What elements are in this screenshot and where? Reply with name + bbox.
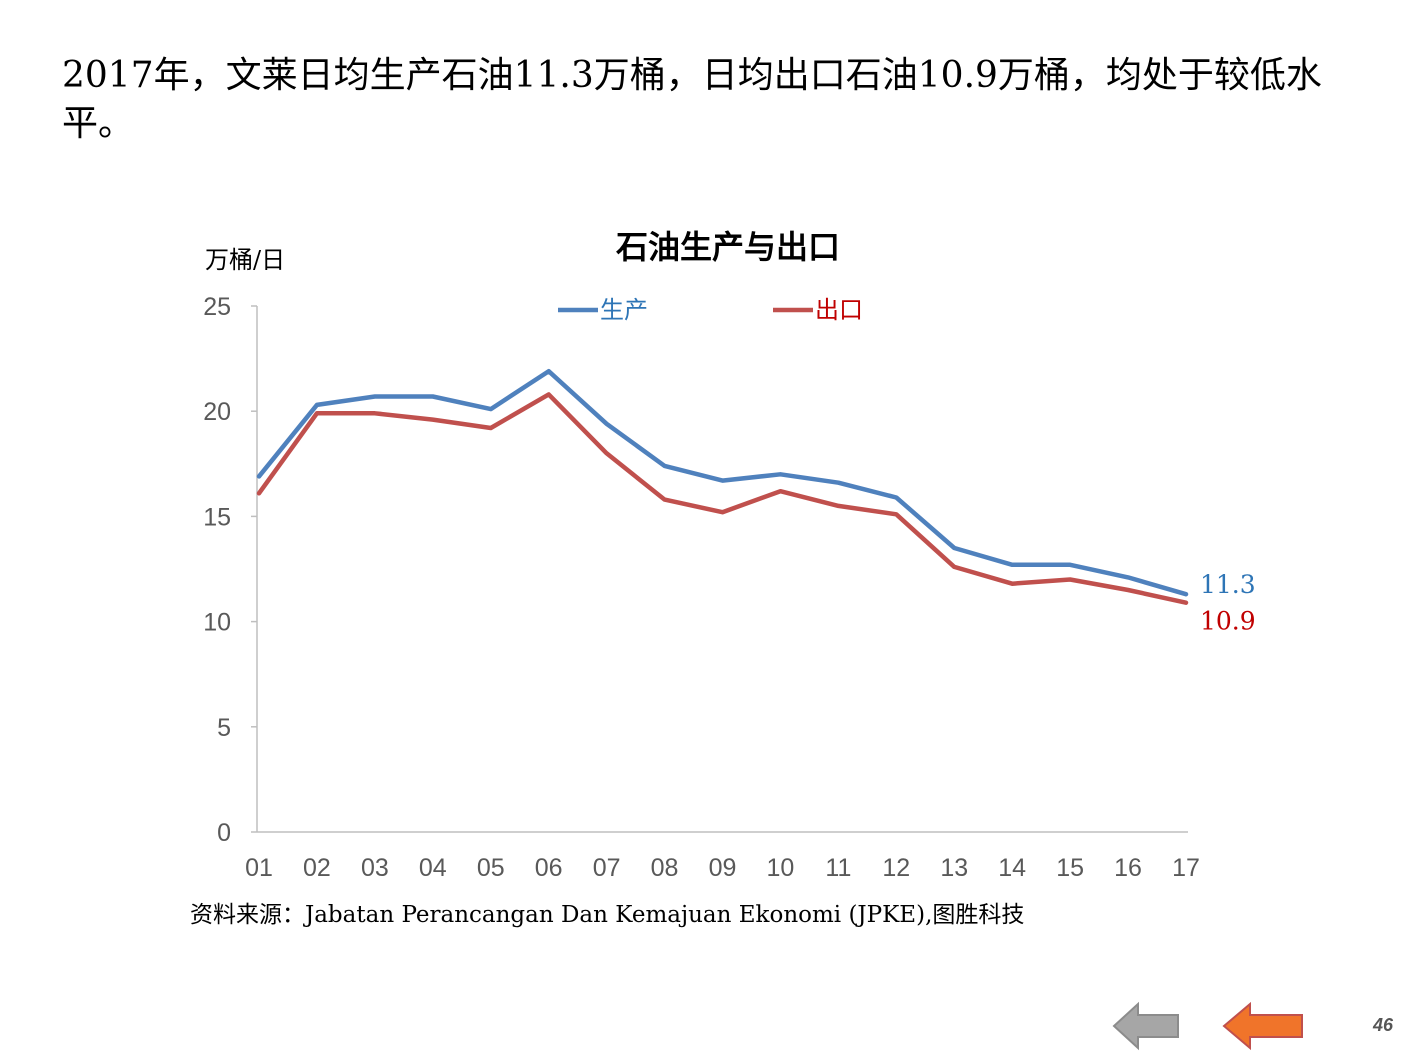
next-slide-button[interactable] (1222, 1000, 1304, 1052)
arrow-left-icon (1222, 1001, 1303, 1051)
x-tick-label: 10 (767, 854, 795, 882)
x-tick-label: 05 (477, 854, 505, 882)
x-tick-label: 08 (651, 854, 679, 882)
x-tick-label: 09 (709, 854, 737, 882)
slide-headline: 2017年，文莱日均生产石油11.3万桶，日均出口石油10.9万桶，均处于较低水… (62, 55, 1322, 144)
x-tick-label: 04 (419, 854, 447, 882)
source-note: 资料来源：Jabatan Perancangan Dan Kemajuan Ek… (190, 902, 1025, 928)
y-tick-label: 20 (203, 398, 231, 426)
x-tick-label: 16 (1114, 854, 1142, 882)
y-tick-label: 25 (203, 293, 231, 321)
y-axis-label: 万桶/日 (205, 246, 285, 274)
previous-slide-button[interactable] (1112, 1000, 1180, 1052)
page-number: 46 (1372, 1015, 1393, 1035)
x-tick-label: 14 (998, 854, 1026, 882)
end-value-label: 11.3 (1200, 570, 1256, 599)
chart-title: 石油生产与出口 (615, 228, 840, 266)
y-tick-label: 15 (203, 503, 231, 531)
y-tick-label: 10 (203, 609, 231, 637)
x-tick-label: 03 (361, 854, 389, 882)
x-tick-label: 12 (882, 854, 910, 882)
y-tick-label: 0 (217, 819, 231, 847)
x-tick-label: 15 (1056, 854, 1084, 882)
legend-label: 出口 (815, 296, 863, 324)
series-line-1 (256, 392, 1189, 605)
series-line-0 (256, 368, 1189, 597)
chart-series: 11.3 10.9 (256, 368, 1256, 636)
arrow-left-icon (1112, 1001, 1179, 1051)
x-tick-label: 11 (825, 854, 851, 882)
x-tick-label: 06 (535, 854, 563, 882)
end-value-label: 10.9 (1200, 607, 1256, 636)
y-tick-label: 5 (217, 714, 231, 742)
x-tick-label: 02 (303, 854, 331, 882)
legend-label: 生产 (600, 296, 648, 324)
x-tick-label: 17 (1172, 854, 1200, 882)
chart-legend: 生产 出口 (558, 296, 863, 324)
x-tick-label: 13 (940, 854, 968, 882)
x-tick-label: 01 (245, 854, 273, 882)
x-tick-label: 07 (593, 854, 621, 882)
